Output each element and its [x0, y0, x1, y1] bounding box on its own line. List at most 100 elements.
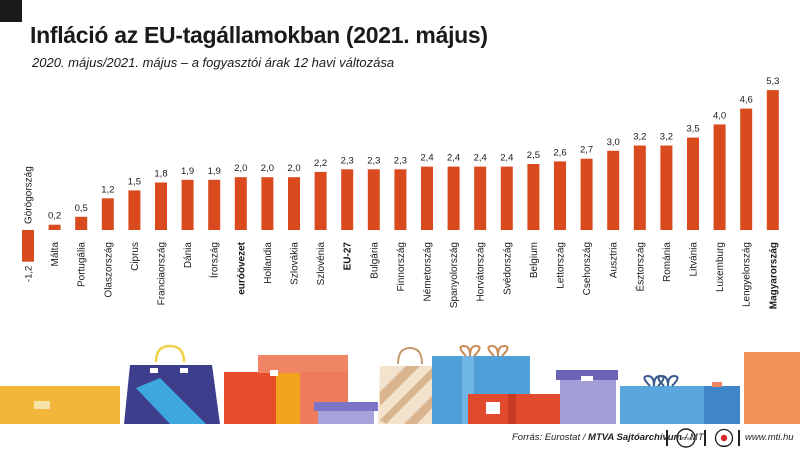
category-label-ausztria: Ausztria [609, 242, 620, 279]
value-label-esztorszag: 3,2 [633, 132, 646, 143]
gift-box-red [224, 372, 276, 424]
value-label-szlovakia: 2,0 [287, 163, 300, 174]
category-label-olaszorszag: Olaszország [103, 242, 114, 298]
value-label-luxemburg: 4,0 [713, 110, 726, 121]
bar-szlovakia [288, 177, 300, 230]
value-label-litvania: 3,5 [686, 124, 699, 135]
bar-svedorszag [500, 166, 513, 230]
source-archive: MTVA Sajtóarchívum [588, 432, 682, 443]
category-label-litvania: Litvánia [689, 242, 700, 277]
value-label-csehorszag: 2,7 [580, 145, 593, 156]
category-label-spanyolorszag: Spanyolország [449, 242, 460, 308]
value-label-spanyolorszag: 2,4 [447, 153, 460, 164]
bow-ribbon-4 [657, 374, 679, 387]
gift-box-orange [276, 372, 300, 424]
category-label-portugalia: Portugália [77, 242, 88, 287]
gift-box-lavender-lid [556, 370, 618, 380]
bar-euroovezet [234, 177, 247, 230]
bar-olaszorszag [101, 198, 114, 230]
mtva-logo-icon: MTVA [676, 428, 696, 448]
gift-box-purple [318, 411, 374, 424]
gift-box-steelblue [704, 386, 740, 424]
website-url[interactable]: www.mti.hu [745, 432, 794, 443]
footer-separator [704, 430, 706, 446]
bar-ciprus [128, 190, 141, 230]
bar-szlovenia [314, 171, 327, 230]
shopping-bag-stripe [136, 378, 206, 424]
bar-ausztria [607, 150, 620, 230]
category-label-svedorszag: Svédország [502, 242, 513, 295]
value-label-hollandia: 2,0 [261, 163, 274, 174]
svg-text:MTI: MTI [721, 444, 726, 448]
category-label-szlovenia: Szlovénia [316, 242, 327, 286]
category-label-szlovakia: Szlovákia [290, 242, 301, 285]
bar-hollandia [261, 177, 274, 230]
footer-separator [738, 430, 740, 446]
chart-title: Infláció az EU-tagállamokban (2021. máju… [30, 22, 488, 48]
bar-magyarorszag [766, 90, 779, 230]
bar-horvatorszag [474, 166, 487, 230]
value-label-irorszag: 1,9 [208, 166, 221, 177]
value-label-lettorszag: 2,6 [553, 147, 566, 158]
gift-box-lightblue [620, 386, 706, 424]
gift-box-tag-2 [270, 370, 278, 376]
bar-lengyelorszag [740, 108, 753, 230]
value-label-euroovezet: 2,0 [234, 163, 247, 174]
striped-bag-handle [397, 346, 423, 365]
value-label-lengyelorszag: 4,6 [740, 95, 753, 106]
striped-bag-stripe-3 [404, 392, 436, 424]
gift-box-orange-right [744, 352, 800, 424]
bag-tag [150, 368, 158, 373]
category-label-gorogorszag: Görögország [24, 166, 35, 224]
category-label-lengyelorszag: Lengyelország [742, 242, 753, 307]
category-label-csehorszag: Csehország [582, 242, 593, 295]
bar-finnorszag [394, 169, 407, 230]
gift-box-label [486, 402, 500, 414]
svg-text:MTVA: MTVA [680, 436, 693, 441]
corner-accent [0, 0, 22, 22]
bow-ribbon [459, 344, 481, 357]
category-label-lettorszag: Lettország [556, 242, 567, 289]
category-label-horvatorszag: Horvátország [476, 242, 487, 301]
value-label-portugalia: 0,5 [75, 203, 88, 214]
bar-litvania [687, 137, 699, 230]
category-label-belgium: Belgium [529, 242, 540, 278]
bar-csehorszag [580, 158, 593, 230]
value-label-szlovenia: 2,2 [314, 158, 327, 169]
value-label-romania: 3,2 [660, 132, 673, 143]
gift-box-tag [34, 401, 50, 409]
value-label-eu-27: 2,3 [341, 155, 354, 166]
category-label-romania: Románia [662, 242, 673, 282]
chart-subtitle: 2020. május/2021. május – a fogyasztói á… [32, 55, 395, 70]
striped-bag-stripe-1 [380, 366, 420, 406]
category-label-franciaorszag: Franciaország [157, 242, 168, 305]
value-label-bulgaria: 2,3 [367, 155, 380, 166]
striped-bag-stripe-2 [380, 366, 438, 424]
bar-romania [660, 145, 673, 230]
category-label-irorszag: Írország [208, 242, 221, 278]
value-label-dania: 1,9 [181, 166, 194, 177]
category-label-bulgaria: Bulgária [369, 242, 380, 279]
category-label-hollandia: Hollandia [263, 242, 274, 284]
bar-belgium [527, 164, 540, 230]
bar-series [22, 90, 779, 262]
bar-lettorszag [554, 161, 566, 230]
value-labels: -1,2 0,2 0,5 1,2 1,5 1,8 1,9 1,9 2,0 2,0 2,0 2,2 2,3… [24, 76, 780, 282]
bar-malta [48, 224, 61, 230]
value-label-olaszorszag: 1,2 [101, 184, 114, 195]
value-label-franciaorszag: 1,8 [154, 169, 167, 180]
bar-spanyolorszag [447, 166, 460, 230]
gift-box-red-2-band [508, 394, 516, 424]
category-label-malta: Málta [50, 242, 61, 267]
bar-esztorszag [633, 145, 646, 230]
bar-eu-27 [341, 169, 354, 230]
category-label-esztorszag: Észtország [633, 242, 646, 291]
gift-box-yellow [0, 386, 120, 424]
footer-separator [666, 430, 668, 446]
bar-gorogorszag [22, 230, 34, 262]
value-label-horvatorszag: 2,4 [474, 153, 487, 164]
category-label-magyarorszag: Magyarország [768, 242, 779, 309]
bar-franciaorszag [155, 182, 167, 230]
